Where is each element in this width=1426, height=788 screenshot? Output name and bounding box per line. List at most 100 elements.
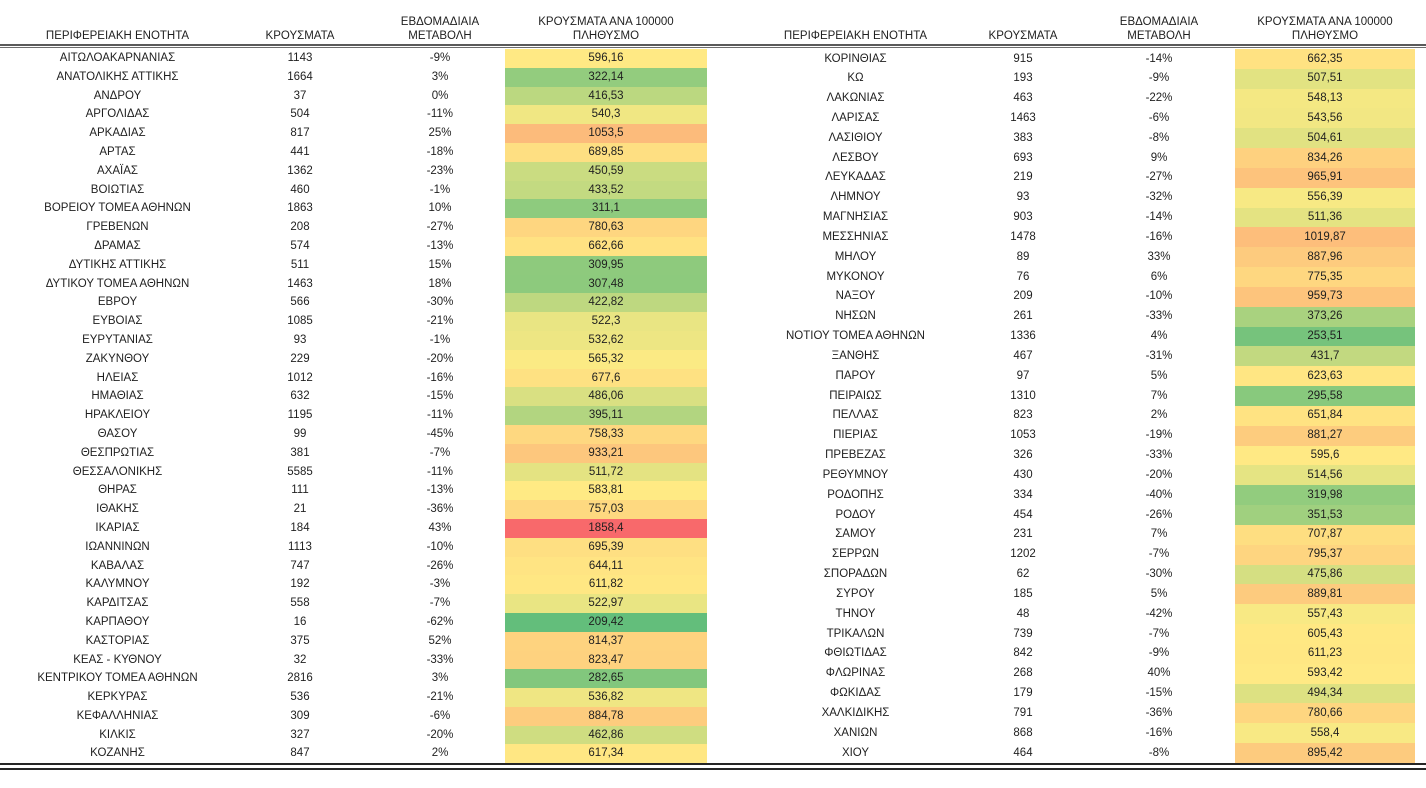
region-name-cell: ΖΑΚΥΝΘΟΥ: [85, 352, 150, 365]
table-row: ΛΕΥΚΑΔΑΣ 219 -27% 965,91: [748, 167, 1415, 188]
table-row: ΤΗΝΟΥ 48 -42% 557,43: [748, 604, 1415, 625]
table-row: ΔΥΤΙΚΟΥ ΤΟΜΕΑ ΑΘΗΝΩΝ 1463 18% 307,48: [10, 274, 707, 294]
cases-cell: 261: [1013, 310, 1033, 323]
weekly-change-cell: 2%: [1150, 409, 1168, 422]
cases-cell: 463: [1013, 92, 1033, 105]
weekly-change-cell: -62%: [426, 615, 454, 628]
cases-per-100k-cell: 605,43: [1235, 624, 1415, 644]
region-name-cell: ΚΑΒΑΛΑΣ: [90, 559, 145, 572]
table-row: ΝΟΤΙΟΥ ΤΟΜΕΑ ΑΘΗΝΩΝ 1336 4% 253,51: [748, 326, 1415, 347]
cases-cell: 1202: [1010, 548, 1036, 561]
cases-cell: 441: [290, 145, 310, 158]
table-row: ΠΕΙΡΑΙΩΣ 1310 7% 295,58: [748, 386, 1415, 406]
cases-cell: 915: [1013, 52, 1033, 65]
table-row: ΑΙΤΩΛΟΑΚΑΡΝΑΝΙΑΣ 1143 -9% 596,16: [10, 49, 707, 68]
cases-cell: 1664: [287, 70, 313, 83]
cases-per-100k-cell: 884,78: [505, 706, 707, 726]
weekly-change-cell: 6%: [1150, 270, 1168, 283]
cases-cell: 327: [290, 728, 310, 741]
cases-per-100k-cell: 933,21: [505, 443, 707, 463]
col-header-cases: ΚΡΟΥΣΜΑΤΑ: [988, 29, 1058, 42]
weekly-change-cell: -6%: [1148, 112, 1170, 124]
cases-per-100k-cell: 548,13: [1235, 88, 1415, 109]
cases-per-100k-cell: 507,51: [1235, 68, 1415, 89]
cases-cell: 1863: [287, 202, 313, 215]
table-row: ΠΕΛΛΑΣ 823 2% 651,84: [748, 405, 1415, 426]
region-name-cell: ΚΕΝΤΡΙΚΟΥ ΤΟΜΕΑ ΑΘΗΝΩΝ: [37, 672, 198, 685]
cases-cell: 823: [1013, 409, 1033, 422]
table-row: ΙΘΑΚΗΣ 21 -36% 757,03: [10, 500, 707, 519]
cases-per-100k-cell: 651,84: [1235, 405, 1415, 426]
col-header-cases-per-100k: ΚΡΟΥΣΜΑΤΑ ΑΝΑ 100000 ΠΛΗΘΥΣΜΟ: [1257, 16, 1393, 42]
cases-cell: 574: [290, 239, 310, 252]
region-name-cell: ΚΕΡΚΥΡΑΣ: [87, 691, 148, 704]
weekly-change-cell: -14%: [1145, 211, 1173, 224]
regional-cases-table-left: ΠΕΡΙΦΕΡΕΙΑΚΗ ΕΝΟΤΗΤΑ ΚΡΟΥΣΜΑΤΑ ΕΒΔΟΜΑΔΙΑ…: [10, 8, 707, 764]
cases-per-100k-cell: 565,32: [505, 349, 707, 369]
cases-per-100k-cell: 486,06: [505, 387, 707, 407]
table-row: ΦΘΙΩΤΙΔΑΣ 842 -9% 611,23: [748, 643, 1415, 664]
cases-per-100k-cell: 422,82: [505, 293, 707, 313]
region-name-cell: ΝΗΣΩΝ: [835, 310, 876, 323]
region-name-cell: ΑΧΑΪΑΣ: [97, 164, 138, 177]
cases-per-100k-cell: 253,51: [1235, 326, 1415, 347]
table-row: ΘΗΡΑΣ 111 -13% 583,81: [10, 481, 707, 501]
table-row: ΠΙΕΡΙΑΣ 1053 -19% 881,27: [748, 425, 1415, 446]
region-name-cell: ΙΘΑΚΗΣ: [96, 503, 139, 516]
weekly-change-cell: -45%: [426, 427, 454, 440]
region-name-cell: ΚΑΣΤΟΡΙΑΣ: [85, 634, 150, 647]
cases-per-100k-cell: 617,34: [505, 744, 707, 764]
cases-cell: 32: [293, 653, 307, 666]
cases-per-100k-cell: 557,43: [1235, 604, 1415, 625]
region-name-cell: ΠΑΡΟΥ: [835, 369, 876, 382]
table-row: ΘΑΣΟΥ 99 -45% 758,33: [10, 424, 707, 444]
region-name-cell: ΜΕΣΣΗΝΙΑΣ: [822, 230, 889, 243]
cases-per-100k-cell: 522,3: [505, 312, 707, 331]
cases-per-100k-cell: 823,47: [505, 650, 707, 670]
col-header-region: ΠΕΡΙΦΕΡΕΙΑΚΗ ΕΝΟΤΗΤΑ: [45, 29, 190, 42]
cases-cell: 5585: [287, 465, 313, 478]
table-row: ΧΑΝΙΩΝ 868 -16% 558,4: [748, 723, 1415, 743]
col-header-cases-per-100k: ΚΡΟΥΣΜΑΤΑ ΑΝΑ 100000 ΠΛΗΘΥΣΜΟ: [538, 16, 674, 42]
table-row: ΚΕΑΣ - ΚΥΘΝΟΥ 32 -33% 823,47: [10, 650, 707, 670]
table-row: ΕΒΡΟΥ 566 -30% 422,82: [10, 293, 707, 313]
cases-per-100k-cell: 677,6: [505, 368, 707, 388]
region-name-cell: ΠΕΛΛΑΣ: [832, 409, 879, 422]
cases-per-100k-cell: 475,86: [1235, 564, 1415, 585]
header-row: ΠΕΡΙΦΕΡΕΙΑΚΗ ΕΝΟΤΗΤΑ ΚΡΟΥΣΜΑΤΑ ΕΒΔΟΜΑΔΙΑ…: [748, 8, 1415, 49]
weekly-change-cell: 5%: [1150, 587, 1168, 600]
region-name-cell: ΚΩ: [847, 72, 864, 85]
weekly-change-cell: -20%: [426, 728, 454, 741]
table-row: ΓΡΕΒΕΝΩΝ 208 -27% 780,63: [10, 218, 707, 237]
cases-per-100k-cell: 282,65: [505, 669, 707, 689]
cases-cell: 536: [290, 691, 310, 704]
weekly-change-cell: -20%: [1145, 468, 1173, 481]
cases-per-100k-cell: 511,36: [1235, 207, 1415, 228]
region-name-cell: ΧΙΟΥ: [841, 746, 870, 759]
weekly-change-cell: -15%: [1145, 687, 1173, 700]
table-row: ΕΥΡΥΤΑΝΙΑΣ 93 -1% 532,62: [10, 330, 707, 350]
weekly-change-cell: -26%: [426, 559, 454, 572]
cases-per-100k-cell: 295,58: [1235, 386, 1415, 406]
cases-per-100k-cell: 623,63: [1235, 366, 1415, 387]
cases-cell: 184: [290, 521, 310, 534]
weekly-change-cell: -42%: [1145, 607, 1173, 620]
cases-cell: 1463: [287, 277, 313, 290]
table-row: ΤΡΙΚΑΛΩΝ 739 -7% 605,43: [748, 624, 1415, 644]
cases-cell: 93: [293, 333, 307, 346]
cases-per-100k-cell: 611,23: [1235, 643, 1415, 664]
cases-per-100k-cell: 611,82: [505, 575, 707, 595]
weekly-change-cell: 4%: [1150, 330, 1168, 343]
region-name-cell: ΣΠΟΡΑΔΩΝ: [823, 568, 888, 581]
table-row: ΚΑΒΑΛΑΣ 747 -26% 644,11: [10, 556, 707, 576]
region-name-cell: ΚΙΛΚΙΣ: [99, 728, 136, 741]
cases-per-100k-cell: 965,91: [1235, 167, 1415, 188]
weekly-change-cell: -40%: [1145, 488, 1173, 501]
cases-per-100k-cell: 593,42: [1235, 663, 1415, 684]
table-row: ΘΕΣΣΑΛΟΝΙΚΗΣ 5585 -11% 511,72: [10, 462, 707, 482]
table-row: ΚΙΛΚΙΣ 327 -20% 462,86: [10, 725, 707, 745]
region-name-cell: ΜΑΓΝΗΣΙΑΣ: [822, 211, 889, 224]
weekly-change-cell: -21%: [426, 315, 454, 328]
region-name-cell: ΔΥΤΙΚΗΣ ΑΤΤΙΚΗΣ: [68, 258, 167, 271]
weekly-change-cell: -11%: [427, 465, 453, 478]
